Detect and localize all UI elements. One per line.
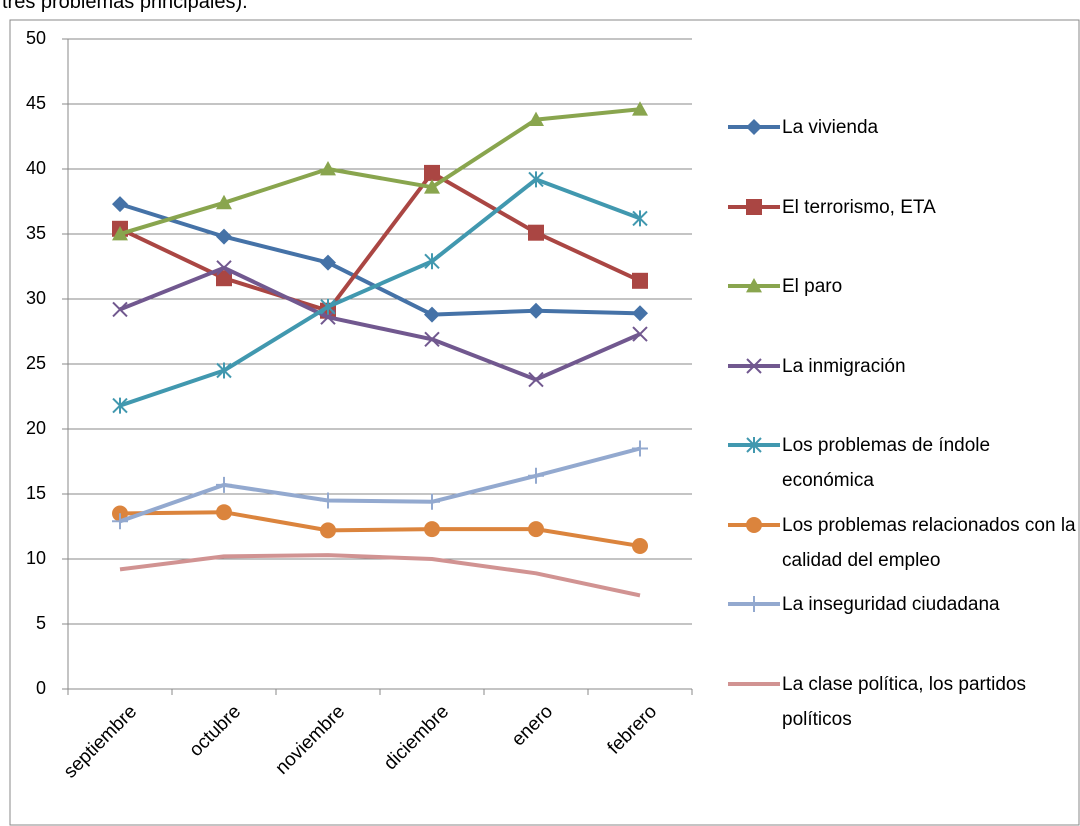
y-tick-label: 25 xyxy=(26,353,46,373)
marker xyxy=(424,521,440,538)
legend-label: El paro xyxy=(782,276,843,297)
marker xyxy=(320,492,336,509)
marker xyxy=(112,226,128,241)
series-line xyxy=(119,107,641,236)
y-tick-label: 5 xyxy=(36,613,46,633)
marker xyxy=(216,194,232,210)
x-tick-label: diciembre xyxy=(380,701,453,774)
marker xyxy=(746,357,762,374)
marker xyxy=(528,467,544,484)
legend-item: Los problemas relacionados con la calida… xyxy=(726,508,1076,588)
series-line xyxy=(119,177,641,408)
legend-item: La clase política, los partidos político… xyxy=(726,667,1076,747)
y-tick-label: 45 xyxy=(26,93,46,113)
legend-swatch xyxy=(728,516,780,533)
marker xyxy=(424,493,440,510)
legend-label: Los problemas relacionados con la calida… xyxy=(782,514,1076,571)
marker xyxy=(632,210,648,227)
series-line xyxy=(119,170,641,313)
marker xyxy=(632,101,648,116)
y-tick-label: 40 xyxy=(26,158,46,178)
marker xyxy=(320,254,336,271)
y-tick-label: 0 xyxy=(36,678,46,698)
legend-item: El paro xyxy=(726,269,1076,349)
marker xyxy=(112,196,128,213)
legend-swatch xyxy=(728,437,780,453)
legend-item: La inmigración xyxy=(726,349,1076,429)
y-tick-label: 30 xyxy=(26,288,46,308)
marker xyxy=(424,179,440,194)
marker xyxy=(632,326,648,342)
marker xyxy=(746,119,762,135)
marker xyxy=(320,522,336,539)
marker xyxy=(528,111,544,126)
marker xyxy=(746,596,762,612)
series-line xyxy=(119,265,641,382)
legend-swatch xyxy=(728,198,780,215)
marker xyxy=(216,362,232,379)
x-tick-label: septiembre xyxy=(60,701,141,782)
marker xyxy=(746,516,762,533)
legend-label: Los problemas de índole económica xyxy=(782,435,991,491)
marker xyxy=(216,228,232,245)
marker xyxy=(424,253,440,270)
legend-label: La vivienda xyxy=(782,117,879,138)
marker xyxy=(746,198,762,215)
marker xyxy=(632,305,648,322)
legend-label: La inseguridad ciudadana xyxy=(782,594,1000,615)
marker xyxy=(320,298,336,315)
legend-swatch xyxy=(728,596,780,612)
marker xyxy=(746,278,762,293)
marker xyxy=(112,301,128,318)
legend-label: El terrorismo, ETA xyxy=(782,196,936,218)
y-tick-label: 10 xyxy=(26,548,46,568)
series-line xyxy=(119,553,641,598)
caption: tres problemas principales). xyxy=(2,0,248,13)
marker xyxy=(632,440,648,457)
legend: La vivienda El terrorismo, ETA El paro La i… xyxy=(726,110,1076,746)
marker xyxy=(528,224,544,241)
series-line xyxy=(119,510,641,548)
marker xyxy=(632,538,648,554)
legend-swatch xyxy=(728,278,780,293)
marker xyxy=(528,302,544,319)
legend-item: Los problemas de índole económica xyxy=(726,428,1076,508)
marker xyxy=(112,397,128,414)
marker xyxy=(216,270,232,287)
marker xyxy=(746,437,762,453)
y-tick-label: 15 xyxy=(26,483,46,503)
x-tick-label: febrero xyxy=(604,701,661,758)
x-tick-label: octubre xyxy=(185,701,245,761)
marker xyxy=(216,504,232,521)
y-tick-label: 35 xyxy=(26,223,46,243)
legend-swatch xyxy=(728,357,780,374)
marker xyxy=(528,171,544,188)
marker xyxy=(528,521,544,538)
x-tick-label: enero xyxy=(508,701,557,750)
marker xyxy=(424,164,440,181)
legend-label: La clase política, los partidos político… xyxy=(782,673,1026,730)
marker xyxy=(424,306,440,323)
y-tick-label: 50 xyxy=(26,28,46,48)
y-tick-label: 20 xyxy=(26,418,46,438)
marker xyxy=(216,260,232,276)
marker xyxy=(112,513,128,530)
legend-item: La inseguridad ciudadana xyxy=(726,587,1076,667)
marker xyxy=(528,371,544,388)
marker xyxy=(424,331,440,348)
series-line xyxy=(119,446,641,524)
marker xyxy=(320,161,336,176)
marker xyxy=(632,272,648,289)
series-line xyxy=(119,202,641,317)
legend-swatch xyxy=(728,119,780,135)
legend-item: La vivienda xyxy=(726,110,1076,190)
chart-frame xyxy=(9,19,1080,826)
legend-label: La inmigración xyxy=(782,355,906,377)
legend-swatch xyxy=(728,681,780,686)
marker xyxy=(216,476,232,493)
legend-item: El terrorismo, ETA xyxy=(726,190,1076,270)
x-tick-label: noviembre xyxy=(271,701,349,779)
